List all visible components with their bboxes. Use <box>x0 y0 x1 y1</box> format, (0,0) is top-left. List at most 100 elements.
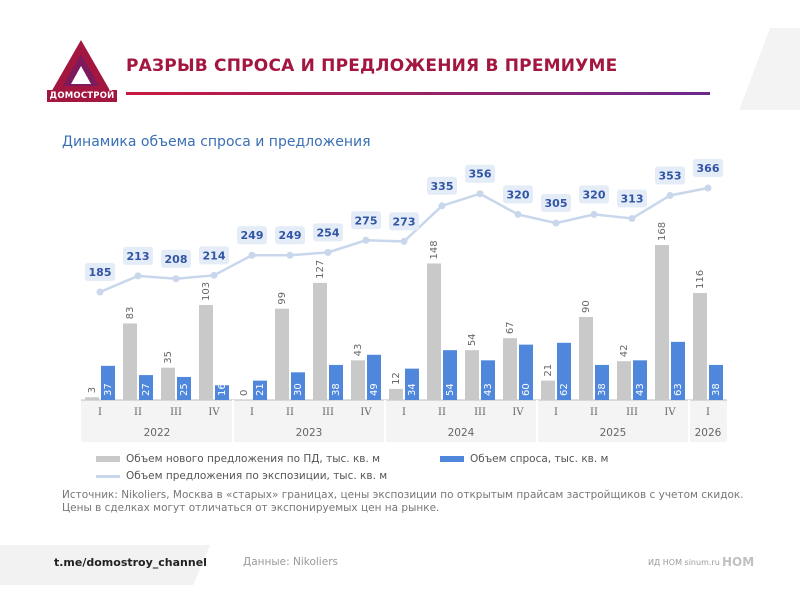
year-tick-label: 2022 <box>144 427 171 439</box>
exposure-value-label: 335 <box>431 180 454 193</box>
exposure-value-label: 254 <box>317 226 340 239</box>
exposure-point <box>210 271 218 279</box>
quarter-tick-label: IV <box>208 407 220 418</box>
exposure-value-label: 185 <box>89 266 112 279</box>
demand-value-label: 30 <box>293 383 304 396</box>
exposure-label-box <box>313 223 343 242</box>
legend-label-new-supply: Объем нового предложения по ПД, тыс. кв.… <box>126 453 381 465</box>
exposure-label-box <box>541 194 571 213</box>
exposure-value-label: 320 <box>507 188 530 201</box>
exposure-value-label: 213 <box>127 250 150 263</box>
supply-bar <box>693 292 707 400</box>
exposure-label-box <box>237 226 267 245</box>
demand-bar <box>405 368 419 400</box>
nom-logo: НОМ <box>722 555 755 569</box>
demand-value-label: 38 <box>711 383 722 396</box>
quarter-tick-label: III <box>474 407 486 418</box>
domostroy-logo-icon <box>50 40 112 94</box>
exposure-value-label: 353 <box>659 169 682 182</box>
publisher-label: ИД НОМ sinum.ru <box>648 558 720 567</box>
supply-value-label: 0 <box>239 390 250 396</box>
year-tick-label: 2023 <box>296 427 323 439</box>
exposure-point <box>134 272 142 280</box>
demand-bar <box>291 372 305 400</box>
supply-value-label: 90 <box>581 300 592 313</box>
exposure-label-box <box>465 164 495 183</box>
exposure-label-box <box>693 159 723 177</box>
legend-item-exposure: Объем предложения по экспозиции, тыс. кв… <box>96 470 387 482</box>
exposure-value-label: 305 <box>545 197 568 210</box>
exposure-label-box <box>199 246 229 265</box>
demand-value-label: 16 <box>217 383 228 396</box>
quarter-tick-label: I <box>402 407 406 418</box>
year-tick-label: 2026 <box>695 427 722 439</box>
supply-bar <box>541 380 555 400</box>
year-tick-label: 2024 <box>448 427 475 439</box>
exposure-label-box <box>275 226 305 245</box>
supply-value-label: 127 <box>315 260 326 279</box>
demand-value-label: 21 <box>255 383 266 396</box>
demand-value-label: 34 <box>407 383 418 396</box>
supply-bar <box>351 360 365 400</box>
footer-band <box>0 545 210 585</box>
demand-bar <box>557 342 571 400</box>
exposure-point <box>666 191 674 199</box>
legend-item-demand: Объем спроса, тыс. кв. м <box>440 453 608 465</box>
exposure-label-box <box>579 185 609 204</box>
quarter-tick-label: I <box>554 407 558 418</box>
supply-bar <box>617 361 631 400</box>
chart-title: Динамика объема спроса и предложения <box>62 134 371 150</box>
supply-value-label: 54 <box>467 333 478 346</box>
demand-bar <box>481 360 495 400</box>
supply-bar <box>465 350 479 400</box>
supply-bar <box>123 323 137 400</box>
demand-value-label: 62 <box>559 383 570 396</box>
quarter-tick-label: I <box>706 407 710 418</box>
supply-bar <box>579 316 593 400</box>
demand-bar <box>633 360 647 400</box>
exposure-value-label: 208 <box>165 253 188 266</box>
x-axis-band <box>81 400 727 442</box>
legend-label-demand: Объем спроса, тыс. кв. м <box>470 453 609 465</box>
exposure-point <box>514 210 522 218</box>
exposure-label-box <box>123 246 153 265</box>
telegram-channel-link[interactable]: t.me/domostroy_channel <box>54 556 207 569</box>
supply-bar <box>275 308 289 400</box>
quarter-tick-label: II <box>286 407 294 418</box>
data-source-label: Данные: Nikoliers <box>243 556 338 568</box>
exposure-point <box>590 210 598 218</box>
supply-value-label: 35 <box>163 351 174 364</box>
exposure-point <box>286 251 294 259</box>
quarter-tick-label: IV <box>664 407 676 418</box>
legend-label-exposure: Объем предложения по экспозиции, тыс. кв… <box>126 470 388 482</box>
demand-bar <box>443 350 457 400</box>
supply-bar <box>85 397 99 400</box>
exposure-value-label: 249 <box>279 229 302 242</box>
quarter-tick-label: IV <box>360 407 372 418</box>
supply-bar <box>161 367 175 400</box>
demand-value-label: 63 <box>673 383 684 396</box>
exposure-value-label: 273 <box>393 215 416 228</box>
quarter-tick-label: II <box>438 407 446 418</box>
demand-bar <box>101 365 115 400</box>
demand-value-label: 27 <box>141 383 152 396</box>
supply-value-label: 116 <box>695 270 706 289</box>
demand-bar <box>709 364 723 400</box>
legend-item-new-supply: Объем нового предложения по ПД, тыс. кв.… <box>96 453 380 465</box>
quarter-tick-label: III <box>626 407 638 418</box>
exposure-label-box <box>655 166 685 185</box>
demand-bar <box>253 380 267 400</box>
demand-value-label: 38 <box>331 383 342 396</box>
exposure-value-label: 214 <box>203 249 226 262</box>
demand-bar <box>671 341 685 400</box>
supply-value-label: 67 <box>505 321 516 334</box>
quarter-tick-label: II <box>134 407 142 418</box>
demand-bar <box>215 385 229 400</box>
exposure-label-box <box>503 185 533 204</box>
demand-bar <box>595 364 609 400</box>
exposure-point <box>362 236 370 244</box>
supply-value-label: 103 <box>201 282 212 301</box>
supply-value-label: 42 <box>619 345 630 358</box>
exposure-label-box <box>161 249 191 268</box>
demand-value-label: 49 <box>369 383 380 396</box>
